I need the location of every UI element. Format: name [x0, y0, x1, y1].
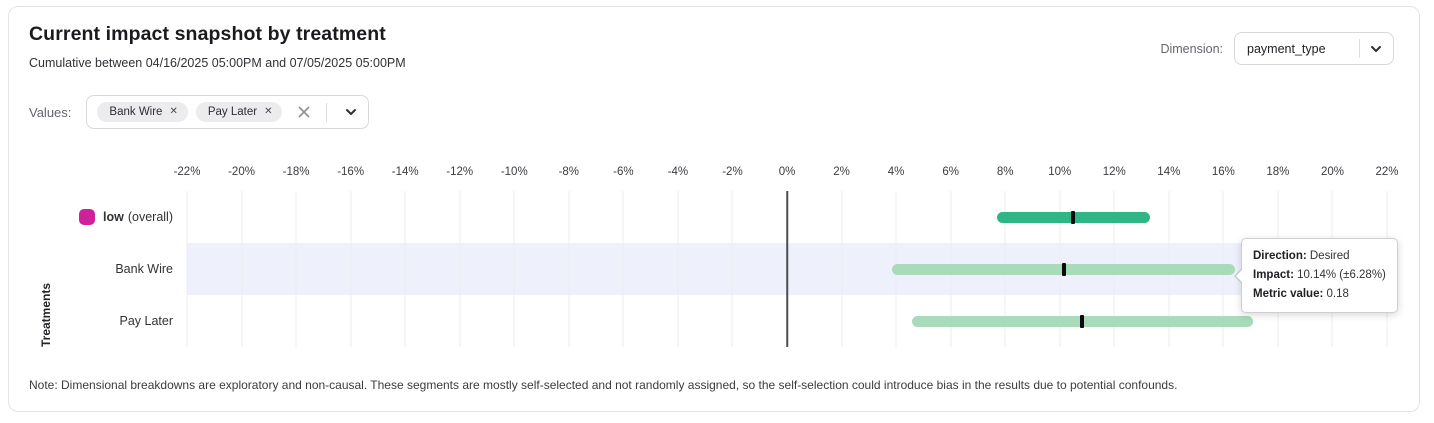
page-subtitle: Cumulative between 04/16/2025 05:00PM an…: [29, 56, 406, 70]
x-tick-label: 22%: [1375, 166, 1399, 178]
gridline: [841, 191, 843, 347]
x-tick-label: 0%: [778, 166, 796, 178]
tooltip-metric: Metric value: 0.18: [1253, 285, 1386, 304]
gridline: [350, 191, 352, 347]
gridline: [404, 191, 406, 347]
row-label-low: low (overall): [79, 191, 173, 243]
tooltip-impact-value: 10.14% (±6.28%): [1297, 269, 1386, 281]
gridline: [513, 191, 515, 347]
treatment-name: low: [103, 210, 124, 224]
page-title: Current impact snapshot by treatment: [29, 23, 386, 45]
gridline: [186, 191, 188, 347]
tooltip-direction-label: Direction:: [1253, 250, 1307, 262]
x-tick-label: 4%: [887, 166, 905, 178]
tooltip: Direction: Desired Impact: 10.14% (±6.28…: [1234, 238, 1398, 313]
gridline: [677, 191, 679, 347]
chip-remove-icon[interactable]: ✕: [169, 106, 178, 117]
x-tick-label: 18%: [1266, 166, 1290, 178]
filter-divider: [326, 102, 328, 122]
x-tick-label: 8%: [996, 166, 1014, 178]
tooltip-metric-value: 0.18: [1326, 288, 1349, 300]
x-tick-label: -16%: [337, 166, 365, 178]
x-tick-label: -8%: [558, 166, 580, 178]
tooltip-impact-label: Impact:: [1253, 269, 1294, 281]
gridline: [622, 191, 624, 347]
chip-list: Bank Wire ✕ Pay Later ✕: [97, 102, 283, 122]
median-mark-bank-wire: [1061, 262, 1066, 276]
x-tick-label: 2%: [833, 166, 850, 178]
tooltip-metric-label: Metric value:: [1253, 288, 1324, 300]
value-chip-label: Pay Later: [207, 106, 258, 118]
x-tick-label: -12%: [446, 166, 474, 178]
row-label-pay-later: Pay Later: [119, 295, 173, 347]
treatment-name: Bank Wire: [115, 262, 173, 276]
x-tick-label: 12%: [1102, 166, 1126, 178]
dimension-select-value: payment_type: [1247, 41, 1326, 56]
gridline: [459, 191, 461, 347]
median-mark-pay-later: [1079, 314, 1084, 328]
x-axis: -22% -20% -18% -16% -14% -12% -10% -8% -6% -4% -2%…: [174, 164, 1399, 180]
dimension-select[interactable]: payment_type: [1234, 32, 1394, 65]
x-tick-label: 6%: [942, 166, 959, 178]
select-divider: [1359, 39, 1360, 58]
gridline: [731, 191, 733, 347]
value-chip: Bank Wire ✕: [97, 102, 188, 122]
chevron-down-icon[interactable]: [344, 105, 358, 119]
x-tick-label: -4%: [667, 166, 689, 178]
row-label-bank-wire: Bank Wire: [115, 243, 173, 295]
x-tick-label: -6%: [613, 166, 634, 178]
x-tick-label: 10%: [1048, 166, 1072, 178]
dimension-label: Dimension:: [1160, 41, 1223, 56]
value-chip-label: Bank Wire: [109, 106, 163, 118]
y-axis-label: Treatments: [39, 282, 53, 347]
x-tick-label: 14%: [1157, 166, 1181, 178]
x-tick-label: -22%: [173, 166, 201, 178]
x-tick-label: -2%: [722, 166, 743, 178]
x-tick-label: 20%: [1320, 166, 1344, 178]
x-tick-label: -14%: [391, 166, 419, 178]
gridline: [241, 191, 243, 347]
tooltip-direction-value: Desired: [1309, 250, 1350, 262]
clear-all-icon[interactable]: [296, 104, 312, 120]
values-filter-box[interactable]: Bank Wire ✕ Pay Later ✕: [86, 95, 370, 129]
x-tick-label: -10%: [500, 166, 528, 178]
median-mark-low: [1071, 210, 1076, 224]
gridline: [295, 191, 297, 347]
legend-swatch: [79, 209, 95, 225]
treatment-name: Pay Later: [119, 314, 173, 328]
chevron-down-icon[interactable]: [1369, 42, 1383, 56]
x-tick-label: 16%: [1211, 166, 1235, 178]
dimension-control: Dimension: payment_type: [1160, 32, 1394, 65]
x-tick-label: -20%: [228, 166, 255, 178]
chart-card: Current impact snapshot by treatment Cum…: [8, 6, 1420, 412]
x-tick-label: -18%: [282, 166, 310, 178]
values-label: Values:: [29, 104, 72, 120]
gridline: [568, 191, 570, 347]
chart-note: Note: Dimensional breakdowns are explora…: [29, 378, 1178, 392]
chip-remove-icon[interactable]: ✕: [264, 106, 273, 117]
plot-area: [186, 191, 1388, 347]
tooltip-impact: Impact: 10.14% (±6.28%): [1253, 266, 1386, 285]
value-chip: Pay Later ✕: [195, 102, 283, 122]
treatment-suffix: (overall): [127, 210, 173, 224]
zero-axis-line: [786, 191, 788, 347]
values-filter-row: Values: Bank Wire ✕ Pay Later ✕: [29, 95, 370, 129]
tooltip-direction: Direction: Desired: [1253, 247, 1386, 266]
